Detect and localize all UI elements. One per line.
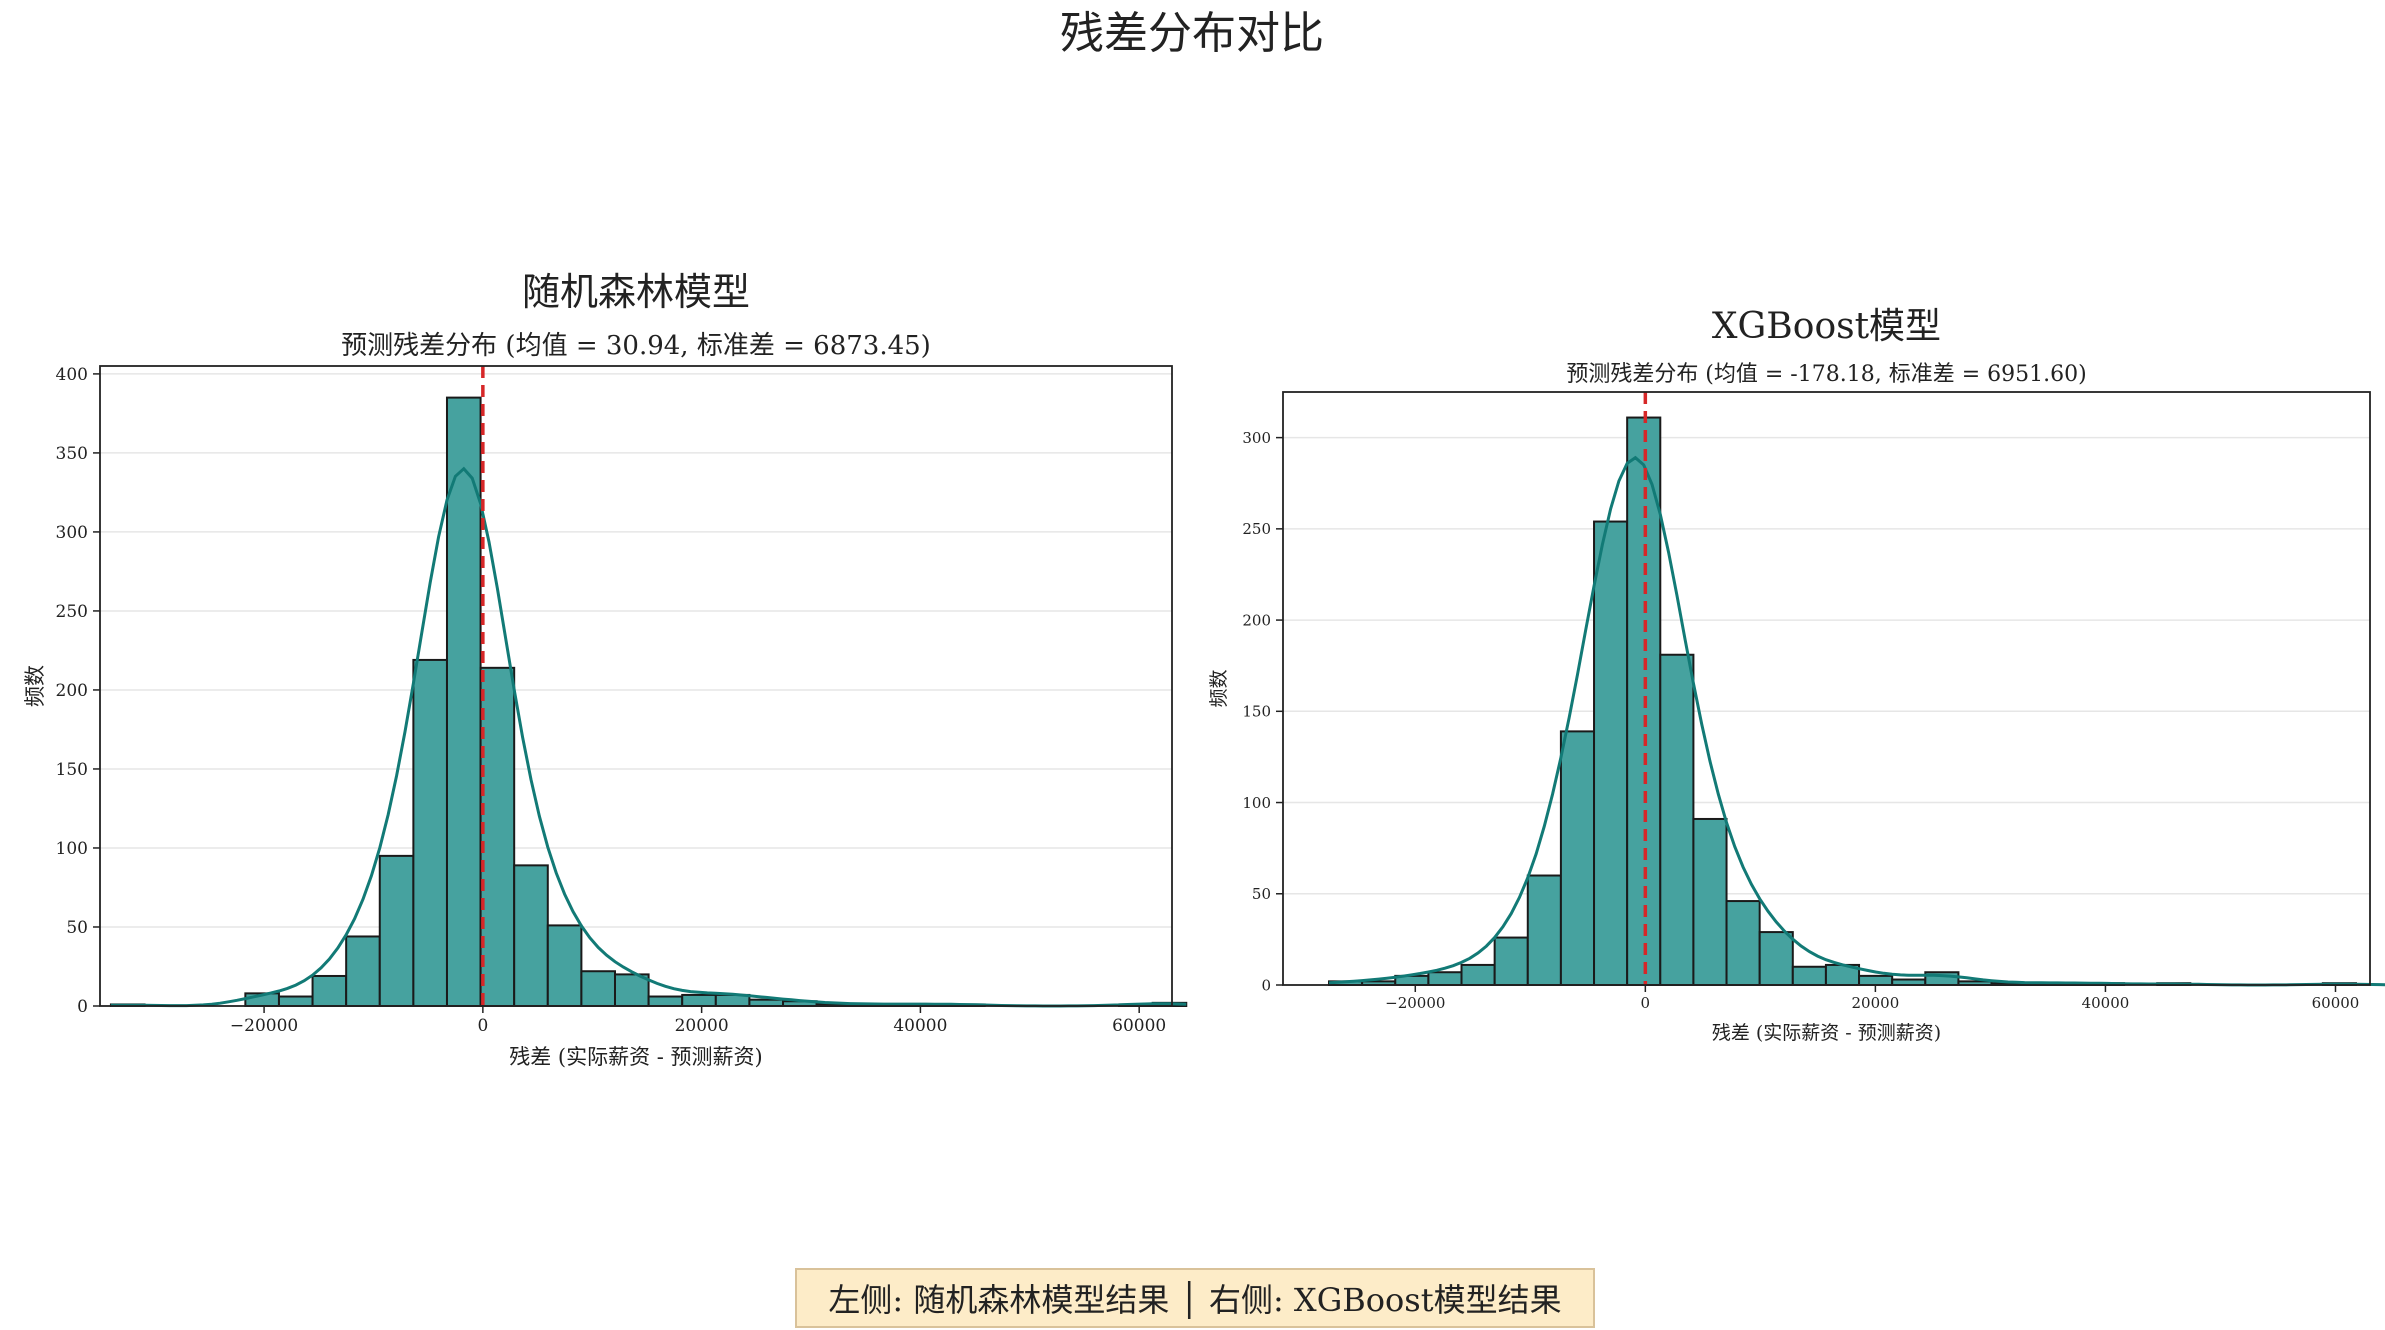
histogram-bar (277, 995, 314, 1007)
y-axis-label: 频数 (23, 665, 47, 707)
histogram-bar (1460, 963, 1496, 987)
y-tick-label: 300 (56, 523, 88, 543)
histogram-bar (1593, 520, 1629, 986)
histogram-bar (681, 993, 717, 1008)
x-tick-label: 60000 (1112, 1016, 1166, 1036)
histogram-bar (647, 995, 684, 1007)
plot-frame (1282, 391, 2371, 986)
kde-curve (1328, 455, 2385, 987)
x-tick-label: 0 (1641, 994, 1651, 1012)
histogram-bar (378, 854, 415, 1007)
plot-frame (99, 365, 1173, 1007)
y-tick-label: 0 (77, 997, 88, 1017)
x-tick-label: 60000 (2312, 994, 2360, 1012)
y-tick-label: 150 (56, 760, 88, 780)
y-tick-label: 100 (1242, 794, 1271, 812)
y-tick-label: 0 (1261, 976, 1271, 994)
x-tick-label: −20000 (1385, 994, 1445, 1012)
x-axis-label: 残差 (实际薪资 - 预测薪资) (509, 1045, 763, 1069)
x-axis-label: 残差 (实际薪资 - 预测薪资) (1712, 1022, 1941, 1044)
histogram-bar (1526, 874, 1562, 986)
histogram-bar (546, 924, 583, 1007)
histogram-bar (311, 974, 348, 1007)
x-tick-label: 20000 (675, 1016, 729, 1036)
histogram-bar (1559, 730, 1596, 987)
histogram-bar (1758, 931, 1794, 987)
histogram-bar (580, 970, 616, 1007)
figure-title: 残差分布对比 (1060, 8, 1324, 59)
histogram-bar (1493, 936, 1529, 986)
y-tick-label: 150 (1242, 703, 1271, 721)
histogram-bar (1427, 971, 1463, 987)
histogram-bar (345, 935, 381, 1007)
histogram-bar (445, 396, 482, 1008)
histogram-bar (479, 666, 516, 1007)
x-tick-label: −20000 (230, 1016, 298, 1036)
y-axis-label: 频数 (1208, 669, 1230, 707)
y-tick-label: 400 (56, 365, 88, 385)
x-tick-label: 40000 (893, 1016, 947, 1036)
y-tick-label: 200 (1242, 611, 1271, 629)
kde-curve (110, 466, 1187, 1008)
histogram-bar (1692, 817, 1728, 987)
histogram-bar (1659, 653, 1695, 986)
x-tick-label: 20000 (1852, 994, 1900, 1012)
histogram-bar (748, 998, 785, 1008)
y-tick-label: 200 (56, 681, 88, 701)
y-tick-label: 300 (1242, 429, 1271, 447)
histogram-bar (412, 658, 448, 1007)
x-tick-label: 40000 (2082, 994, 2130, 1012)
y-tick-label: 100 (56, 839, 88, 859)
y-tick-label: 250 (1242, 520, 1271, 538)
y-tick-label: 50 (1252, 885, 1271, 903)
panel-title: 随机森林模型 (522, 270, 750, 314)
footer-note: 左侧: 随机森林模型结果 │ 右侧: XGBoost模型结果 (795, 1268, 1595, 1328)
histogram-bar (1858, 974, 1894, 987)
panel-subtitle: 预测残差分布 (均值 = -178.18, 标准差 = 6951.60) (1566, 362, 2086, 387)
x-tick-label: 0 (477, 1016, 488, 1036)
histogram-bar (1725, 900, 1761, 986)
histogram-bar (513, 864, 549, 1007)
histogram-bar (1791, 965, 1827, 986)
panel-subtitle: 预测残差分布 (均值 = 30.94, 标准差 = 6873.45) (341, 331, 931, 361)
y-tick-label: 250 (56, 602, 88, 622)
panel-title: XGBoost模型 (1712, 306, 1941, 347)
footer-note-text: 左侧: 随机森林模型结果 │ 右侧: XGBoost模型结果 (828, 1281, 1562, 1319)
y-tick-label: 50 (66, 918, 88, 938)
y-tick-label: 350 (56, 444, 88, 464)
